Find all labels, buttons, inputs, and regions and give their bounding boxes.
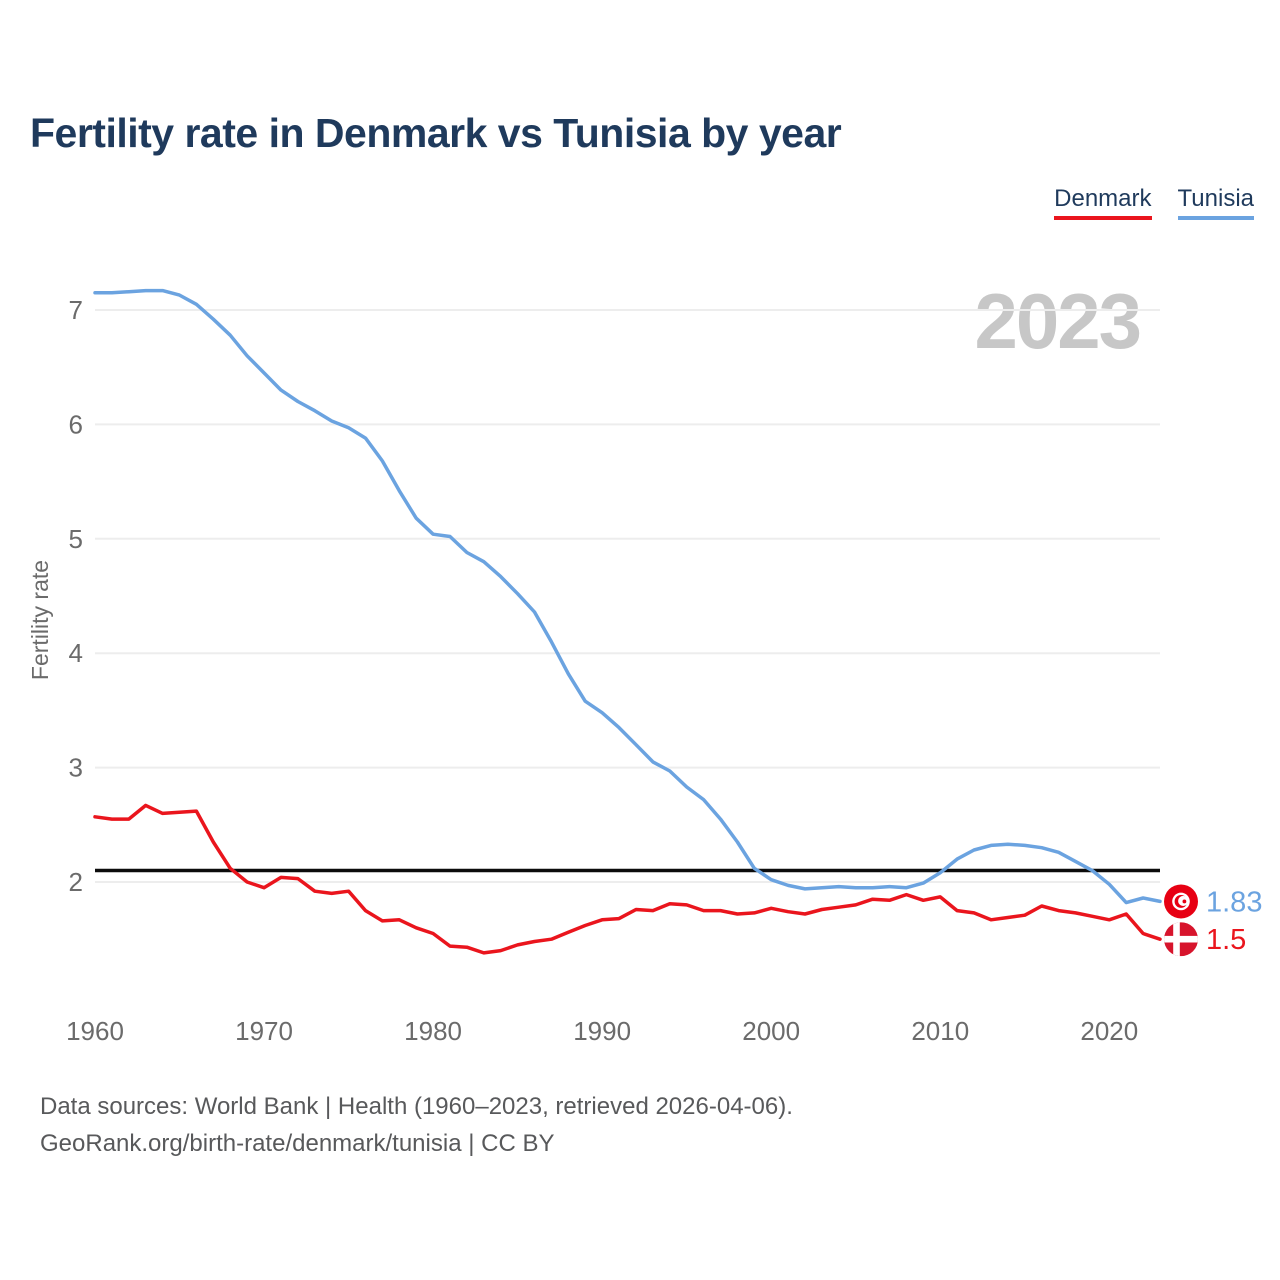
page-title: Fertility rate in Denmark vs Tunisia by … (30, 110, 842, 156)
footer-sources-line: Data sources: World Bank | Health (1960–… (40, 1093, 793, 1120)
series-line-tunisia[interactable] (93, 288, 1162, 905)
legend-label-tunisia: Tunisia (1177, 185, 1254, 220)
end-value-label-tunisia: 1.83 (1206, 886, 1262, 918)
x-tick-label: 2000 (742, 1016, 800, 1046)
current-year-watermark: 2023 (974, 277, 1140, 365)
y-axis-title: Fertility rate (27, 560, 53, 680)
x-tick-label: 1980 (404, 1016, 462, 1046)
legend-label-denmark: Denmark (1054, 185, 1152, 220)
y-tick-label: 5 (69, 524, 83, 554)
y-tick-label: 7 (69, 295, 83, 325)
y-tick-label: 3 (69, 753, 83, 783)
legend: Denmark Tunisia (1054, 185, 1254, 220)
y-tick-label: 6 (69, 409, 83, 439)
legend-item-denmark[interactable]: Denmark (1054, 185, 1152, 220)
y-tick-label: 2 (69, 867, 83, 897)
fertility-chart: 2023 2 3 4 5 6 7 1960 1970 1980 1990 2000 2010 2020 Fe… (27, 277, 1262, 1046)
x-tick-label: 1970 (235, 1016, 293, 1046)
footer-attribution-line: GeoRank.org/birth-rate/denmark/tunisia |… (40, 1130, 555, 1157)
legend-item-tunisia[interactable]: Tunisia (1177, 185, 1254, 220)
y-tick-label: 4 (69, 638, 83, 668)
x-tick-label: 1960 (66, 1016, 124, 1046)
data-source-footer: Data sources: World Bank | Health (1960–… (40, 1088, 793, 1162)
x-tick-label: 2010 (911, 1016, 969, 1046)
tunisia-flag-icon (1164, 884, 1198, 919)
x-tick-label: 2020 (1080, 1016, 1138, 1046)
x-tick-label: 1990 (573, 1016, 631, 1046)
series-line-denmark[interactable] (93, 803, 1162, 955)
denmark-flag-icon (1164, 922, 1198, 957)
end-value-label-denmark: 1.5 (1206, 924, 1246, 956)
